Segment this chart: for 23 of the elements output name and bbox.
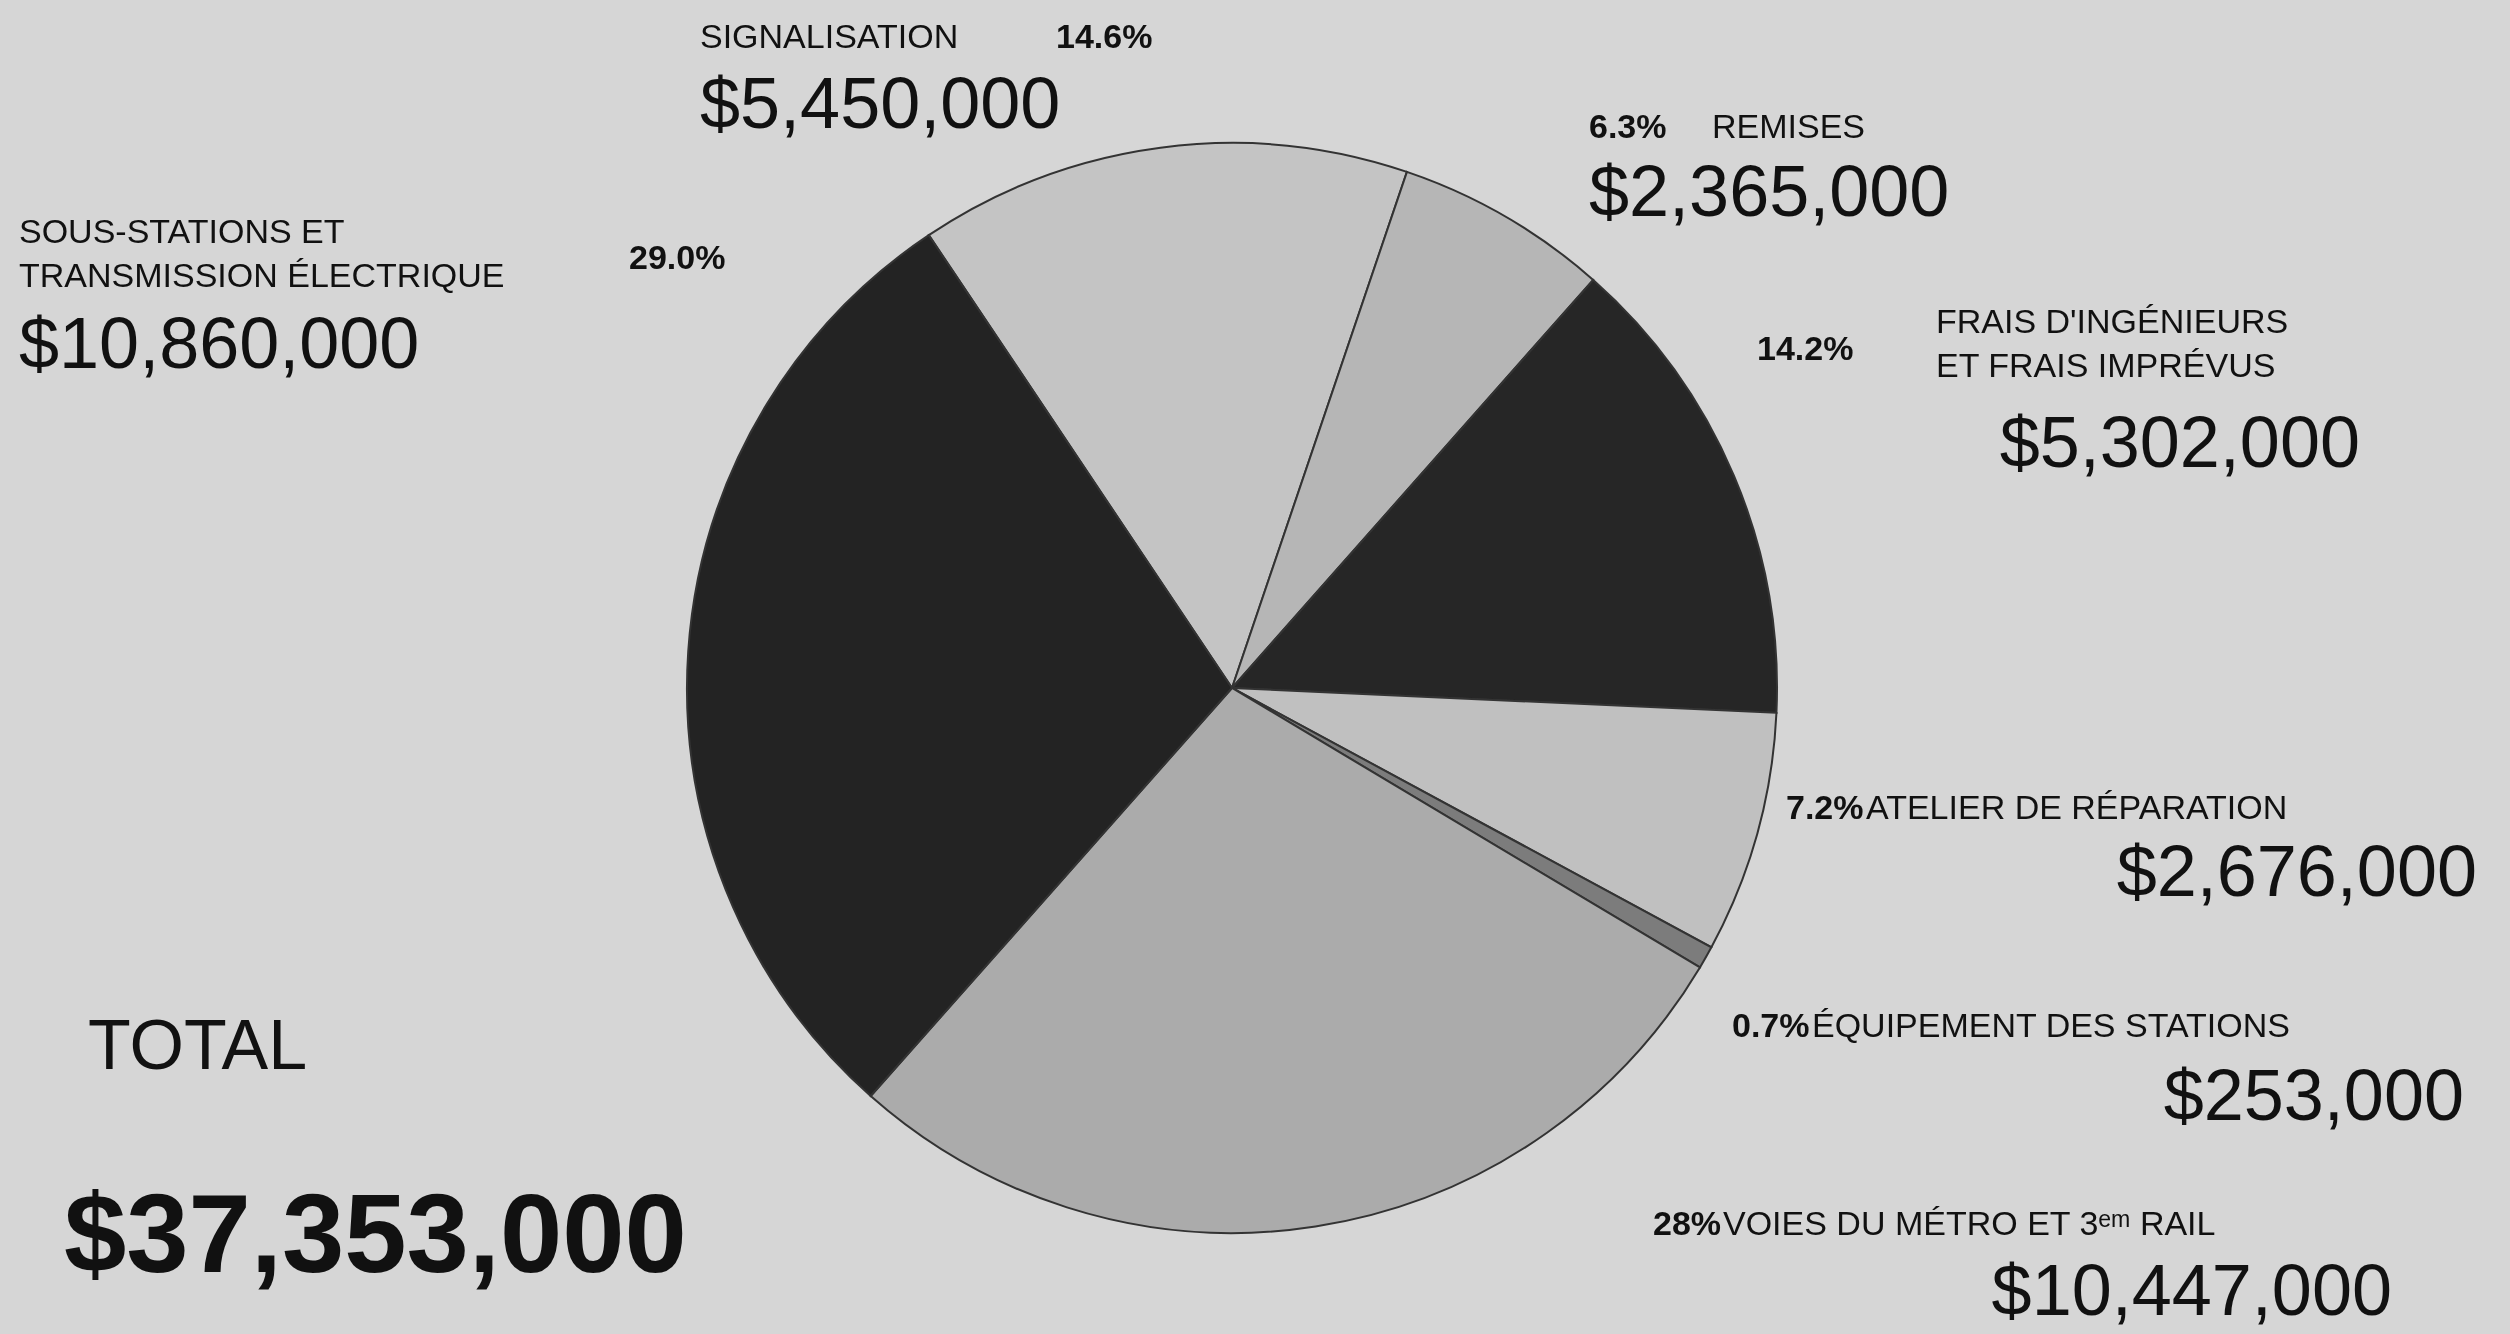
slice-label: VOIES DU MÉTRO ET 3ᵉᵐ RAIL <box>1723 1204 2216 1242</box>
slice-label: ATELIER DE RÉPARATION <box>1866 788 2288 826</box>
text: 0.7% <box>1732 1006 1810 1044</box>
data-label: $2,365,000 <box>1589 151 1950 231</box>
data-label: $2,676,000 <box>2116 831 2477 911</box>
text: 14.2% <box>1757 329 1854 367</box>
slice-label: ÉQUIPEMENT DES STATIONS <box>1812 1006 2290 1044</box>
text: 14.6% <box>1056 17 1153 55</box>
text: 7.2% <box>1786 788 1864 826</box>
slice-label: SOUS-STATIONS ET TRANSMISSION ÉLECTRIQUE <box>19 212 505 294</box>
text: $37,353,000 <box>64 1171 687 1296</box>
text: 29.0% <box>629 238 726 276</box>
text: 28% <box>1653 1204 1722 1242</box>
data-label: $10,860,000 <box>19 303 420 383</box>
data-label: $10,447,000 <box>1991 1250 2392 1330</box>
data-label: $253,000 <box>2163 1055 2464 1135</box>
text: 6.3% <box>1589 107 1667 145</box>
data-label: $5,450,000 <box>700 63 1061 143</box>
text: TOTAL <box>88 1006 308 1084</box>
slice-label: FRAIS D'INGÉNIEURS ET FRAIS IMPRÉVUS <box>1936 302 2289 384</box>
data-label: $5,302,000 <box>1999 402 2360 482</box>
slice-label: REMISES <box>1712 107 1866 145</box>
slice-label: SIGNALISATION <box>700 17 959 55</box>
